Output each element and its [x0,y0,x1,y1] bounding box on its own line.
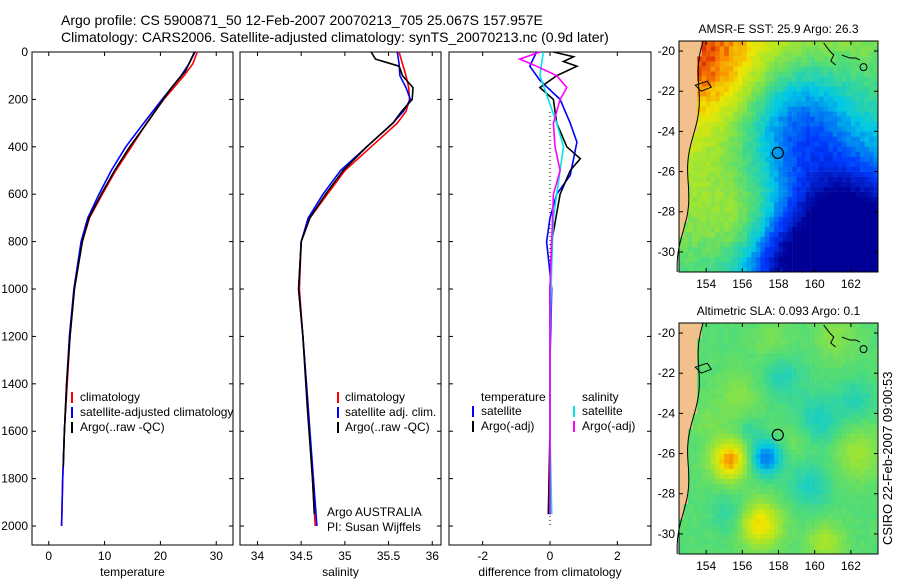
legend-entry: satellite [582,404,623,418]
plot-frame [31,51,234,546]
legend-title: salinity [582,390,619,404]
y-tick-label: -26 [658,447,676,461]
legend-entry: Argo(..raw -QC) [80,420,165,434]
profile-panel-difference: -2 0 2 difference from climatology temperatu… [448,51,652,579]
x-tick-label: 20 [154,549,168,563]
x-tick-label: 34 [251,549,265,563]
annotation-line: Argo AUSTRALIA [327,505,422,519]
coastline [676,322,704,555]
y-tick-label: -30 [658,245,676,259]
x-tick-label: 160 [805,277,825,291]
y-tick-label: 400 [8,140,28,154]
legend-entry: climatology [345,390,405,404]
figure-title-line-2: Climatology: CARS2006. Satellite-adjuste… [61,29,609,45]
annotation-line: PI: Susan Wijffels [327,520,421,534]
map-title: AMSR-E SST: 25.9 Argo: 26.3 [698,22,858,36]
y-tick-label: -22 [658,84,676,98]
x-tick-label: 154 [696,559,716,573]
reef-contour [841,336,861,343]
legend-entry: satellite [481,404,522,418]
y-tick-label: 200 [8,92,28,106]
legend-entry: Argo(..raw -QC) [345,420,430,434]
argo-position-marker [771,428,784,441]
x-tick-label: 162 [841,559,861,573]
x-tick-label: 154 [696,277,716,291]
x-tick-label: 2 [614,549,621,563]
reef-contour [823,324,837,348]
sla-map: 154 156 158 160 162 -20 -22 -24 -26 -28 -30 Altimet… [658,304,879,573]
y-tick-label: -26 [658,165,676,179]
argo-position-marker [771,146,784,159]
legend-entry: climatology [80,390,140,404]
y-tick-label: -22 [658,366,676,380]
legend-entry: satellite-adjusted climatology [80,405,233,419]
profile-panel-salinity: 34 34.5 35 35.5 36 salinity climatologysatelli… [239,51,442,579]
y-tick-label: 0 [21,45,28,59]
map-title: Altimetric SLA: 0.093 Argo: 0.1 [697,304,861,318]
x-tick-label: 160 [805,559,825,573]
x-tick-label: 35.5 [377,549,401,563]
reef-contour [859,345,868,354]
profile-panel-temperature: 0 10 20 30 0 200 400 600 800 1000 1200 1400 1600 1800… [1,45,234,579]
y-tick-label: 1800 [1,472,28,486]
sst-map: 154 156 158 160 162 -20 -22 -24 -26 -28 -30 AMSR-E … [658,22,879,291]
x-tick-label: 35 [338,549,352,563]
series-line-argo-raw-qc- [297,51,414,515]
y-tick-label: 1400 [1,377,28,391]
legend-entry: Argo(-adj) [582,419,635,433]
x-axis-label: temperature [100,565,165,579]
y-tick-label: 600 [8,187,28,201]
x-tick-label: 156 [732,559,752,573]
y-tick-label: 2000 [1,519,28,533]
series-line-salinity-argo-adj- [517,51,568,515]
x-tick-label: -2 [477,549,488,563]
y-tick-label: 1200 [1,329,28,343]
x-axis-label: salinity [322,565,359,579]
x-tick-label: 34.5 [289,549,313,563]
y-tick-label: -28 [658,487,676,501]
x-tick-label: 36 [426,549,440,563]
y-tick-label: -30 [658,527,676,541]
y-tick-label: 1000 [1,282,28,296]
x-tick-label: 156 [732,277,752,291]
x-tick-label: 158 [768,559,788,573]
x-tick-label: 0 [547,549,554,563]
y-tick-label: -20 [658,326,676,340]
reef-contour [694,80,713,92]
y-tick-label: -28 [658,205,676,219]
legend-entry: Argo(-adj) [481,419,534,433]
side-timestamp-label: CSIRO 22-Feb-2007 09:00:53 [880,371,895,545]
y-tick-label: 800 [8,235,28,249]
reef-contour [823,42,837,66]
reef-contour [694,362,713,374]
x-tick-label: 0 [45,549,52,563]
y-tick-label: -24 [658,406,676,420]
legend-entry: satellite adj. clim. [345,405,436,419]
x-tick-label: 10 [98,549,112,563]
reef-contour [859,63,868,72]
legend-title: temperature [481,390,546,404]
x-tick-label: 162 [841,277,861,291]
reef-contour [841,54,861,61]
plot-frame [239,51,442,546]
y-tick-label: 1600 [1,424,28,438]
x-tick-label: 30 [210,549,224,563]
y-tick-label: -24 [658,124,676,138]
coastline [676,40,704,273]
y-tick-label: -20 [658,44,676,58]
series-line-argo-raw-qc- [62,51,196,467]
x-axis-label: difference from climatology [478,565,621,579]
x-tick-label: 158 [768,277,788,291]
figure-title-line-1: Argo profile: CS 5900871_50 12-Feb-2007 … [61,12,543,28]
